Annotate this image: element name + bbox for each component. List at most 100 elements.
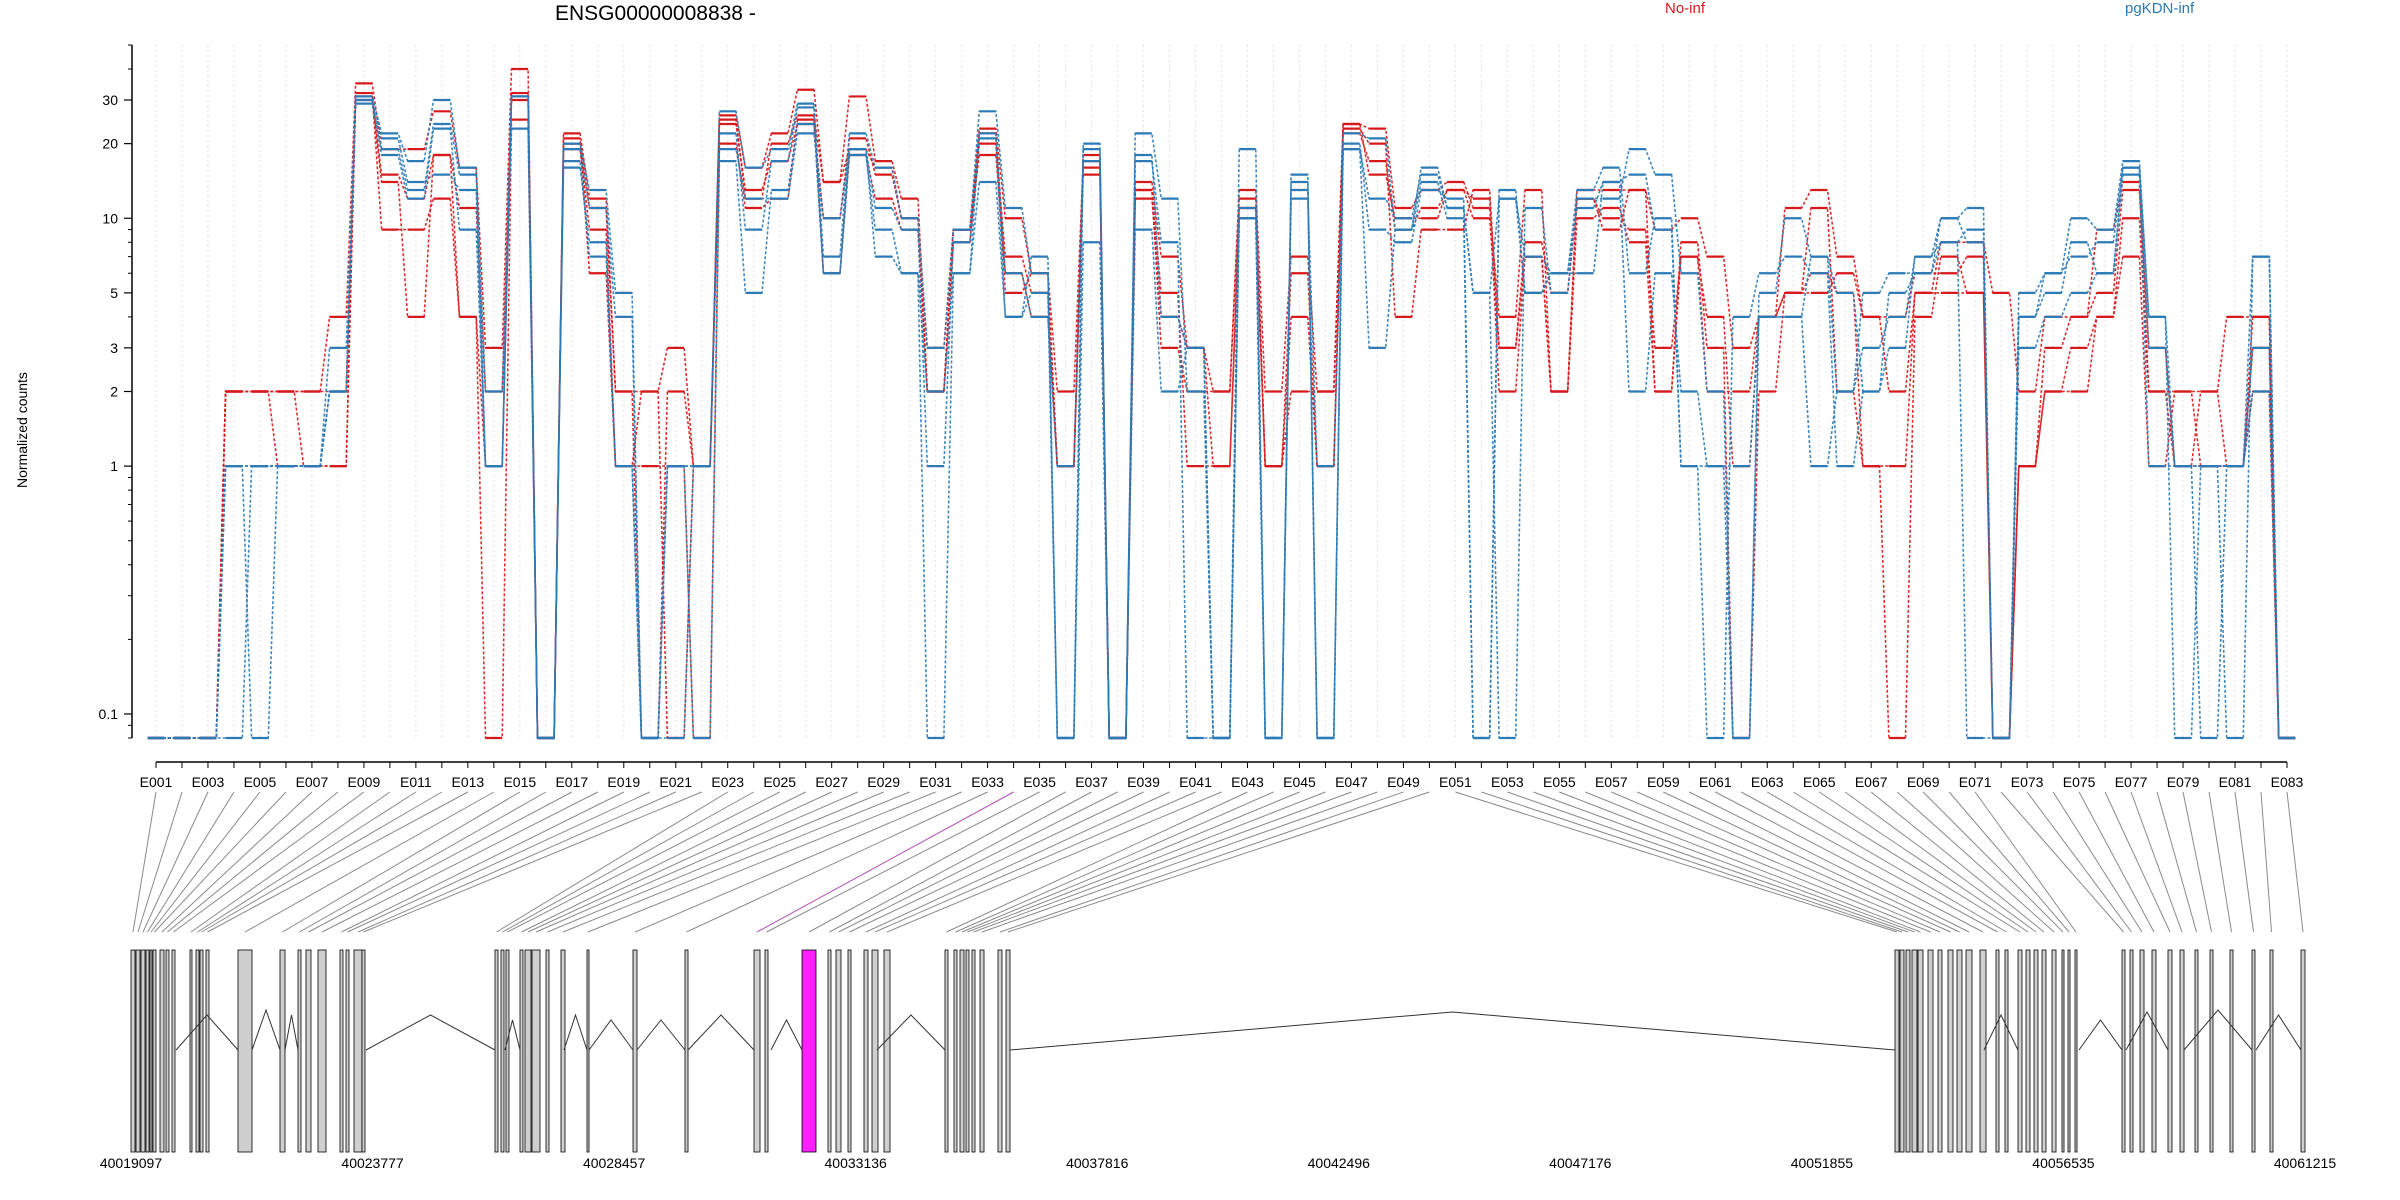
exon-connector (521, 791, 806, 933)
exon-box (560, 949, 566, 1153)
exon-box (297, 949, 302, 1153)
exon-box (2151, 949, 2157, 1153)
exon-connector (1663, 791, 1960, 933)
exon-connector (838, 791, 1118, 933)
x-tick-label: E081 (2219, 774, 2252, 790)
exon-connector (1481, 791, 1903, 933)
exon-connector (357, 791, 676, 933)
exon-box (130, 949, 136, 1153)
x-tick-label: E021 (659, 774, 692, 790)
x-tick-label: E039 (1127, 774, 1160, 790)
exon-connector (2000, 791, 2124, 933)
x-tick-label: E055 (1543, 774, 1576, 790)
x-tick-label: E003 (192, 774, 225, 790)
x-tick-label: E009 (348, 774, 381, 790)
x-tick-label: E065 (1803, 774, 1836, 790)
x-axis: E001 E003 E005 E007 E009 E011 E013 E015 E017 E019… (140, 761, 2304, 790)
exon-connector (363, 791, 702, 933)
x-tick-label: E077 (2115, 774, 2148, 790)
intron-line (175, 1014, 239, 1051)
exon-connector (967, 791, 1326, 933)
coordinate-label: 40061215 (2274, 1155, 2337, 1171)
exon-box (2300, 949, 2306, 1153)
coordinate-label: 40023777 (341, 1155, 404, 1171)
exon-box (345, 949, 350, 1153)
exon-box (305, 949, 312, 1153)
exon-connector (1766, 791, 2007, 933)
x-tick-label: E007 (296, 774, 329, 790)
exon-connector (154, 791, 287, 933)
x-tick-label: E075 (2063, 774, 2096, 790)
intron-line (1009, 1011, 1896, 1051)
x-tick-label: E019 (607, 774, 640, 790)
exon-box (2041, 949, 2047, 1153)
x-tick-label: E047 (1335, 774, 1368, 790)
exon-box (753, 949, 761, 1153)
intron-line (2183, 1009, 2253, 1051)
exon-box (847, 949, 852, 1153)
exon-connector (190, 791, 391, 933)
exon-box (199, 949, 204, 1153)
intron-line (365, 1014, 496, 1051)
x-tick-label: E035 (1023, 774, 1056, 790)
exon-box (1965, 949, 1973, 1153)
highlighted-exon-box (801, 949, 817, 1153)
exon-box (965, 949, 970, 1153)
intron-line (876, 1014, 946, 1051)
exon-box (524, 949, 532, 1153)
x-tick-label: E005 (244, 774, 277, 790)
coordinate-label: 40028457 (583, 1155, 646, 1171)
exon-box (2251, 949, 2256, 1153)
coordinate-label: 40019097 (100, 1155, 163, 1171)
x-tick-label: E061 (1699, 774, 1732, 790)
exon-box (195, 949, 200, 1153)
exon-connector (1818, 791, 2029, 933)
x-tick-label: E001 (140, 774, 173, 790)
exon-box (1905, 949, 1911, 1153)
exon-box (205, 949, 210, 1153)
exon-connector (961, 791, 1300, 933)
exon-connector (766, 791, 1040, 933)
exon-connector (282, 791, 521, 933)
y-tick-label: 30 (102, 92, 118, 108)
exon-connector (207, 791, 469, 933)
exon-box (237, 949, 253, 1153)
exon-connector (2208, 791, 2232, 933)
x-tick-label: E073 (2011, 774, 2044, 790)
exon-connector (2104, 791, 2171, 933)
exon-connector (321, 791, 599, 933)
exon-box (1005, 949, 1011, 1153)
exon-connector (161, 791, 313, 933)
exon-box (1917, 949, 1924, 1153)
x-tick-label: E079 (2167, 774, 2200, 790)
exon-connector (829, 791, 1092, 933)
exon-connector (299, 791, 547, 933)
x-tick-label: E053 (1491, 774, 1524, 790)
exon-connector (502, 791, 754, 933)
exon-box (883, 949, 891, 1153)
exon-connector (1922, 791, 2064, 933)
coordinate-label: 40047176 (1549, 1155, 1612, 1171)
exon-box (149, 949, 153, 1153)
exon-connector (946, 791, 1248, 933)
intron-line (284, 1014, 299, 1051)
series-line (147, 68, 2296, 739)
exon-box (2129, 949, 2134, 1153)
exon-box (953, 949, 958, 1153)
x-tick-label: E067 (1855, 774, 1888, 790)
exon-connector (1507, 791, 1909, 933)
x-tick-label: E049 (1387, 774, 1420, 790)
exon-connector (341, 791, 624, 933)
exon-connector (197, 791, 417, 933)
exon-box (2229, 949, 2234, 1153)
exon-box (2067, 949, 2071, 1153)
exon-connector (1948, 791, 2070, 933)
exon-connector (1844, 791, 2037, 933)
intron-line (687, 1014, 755, 1051)
exon-connector (756, 791, 1014, 933)
exon-connector (686, 791, 988, 933)
exon-box (2179, 949, 2185, 1153)
legend-label-pgkdn-inf: pgKDN-inf (2125, 0, 2195, 17)
exon-connector (849, 791, 1144, 933)
